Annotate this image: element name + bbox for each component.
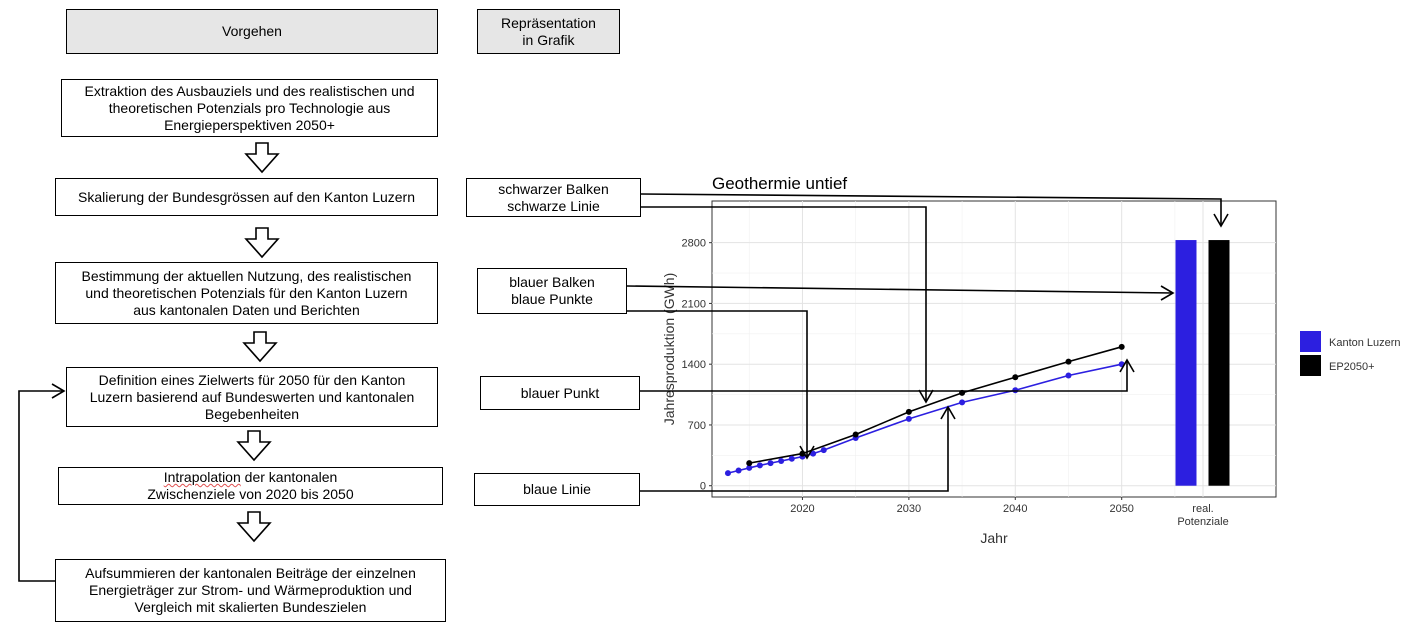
- x-tick-label-2020: 2020: [790, 503, 814, 515]
- arrow-blaue-linie: [640, 405, 956, 492]
- y-tick-label-2100: 2100: [682, 298, 706, 310]
- y-tick-label-0: 0: [700, 481, 706, 493]
- step-5-word-1: Intrapolation: [163, 469, 241, 485]
- flow-arrow-4: [236, 430, 272, 462]
- series-points: [724, 343, 1125, 477]
- flow-arrow-5: [236, 511, 272, 543]
- label-blauer-balken: blauer Balken blaue Punkte: [477, 268, 627, 314]
- data-point-kanton-luzern: [1065, 372, 1072, 379]
- x-tick-label-2040: 2040: [1003, 503, 1027, 515]
- data-point-kanton-luzern: [778, 457, 785, 464]
- arrow-blaue-punkte: [627, 310, 815, 460]
- label-blauer-punkt: blauer Punkt: [480, 376, 640, 410]
- bar-kanton-luzern: [1175, 240, 1197, 486]
- legend-key-0: [1300, 331, 1321, 352]
- data-point-kanton-luzern: [735, 467, 742, 474]
- y-tick-label-2800: 2800: [682, 238, 706, 250]
- data-point-kanton-luzern: [810, 450, 817, 457]
- data-point-kanton-luzern: [756, 462, 763, 469]
- data-point-kanton-luzern: [746, 464, 753, 471]
- x-category-label-line: Potenziale: [1177, 516, 1228, 528]
- step-4-box: Definition eines Zielwerts für 2050 für …: [66, 367, 438, 427]
- step-5-box: Intrapolation der kantonalen Zwischenzie…: [58, 467, 443, 505]
- bar-ep2050: [1208, 240, 1230, 486]
- data-point-kanton-luzern: [788, 455, 795, 462]
- y-tick-label-1400: 1400: [682, 359, 706, 371]
- data-point-ep2050: [1012, 374, 1019, 381]
- x-category-label-real-potenziale: real. Potenziale: [1177, 503, 1228, 528]
- header-repraesentation: Repräsentation in Grafik: [477, 9, 620, 54]
- step-3-box: Bestimmung der aktuellen Nutzung, des re…: [55, 262, 438, 324]
- chart-title: Geothermie untief: [712, 174, 848, 193]
- y-ticks: 0 700 1400 2100 2800: [682, 238, 712, 493]
- y-tick-label-700: 700: [688, 420, 706, 432]
- flow-arrow-1: [244, 142, 280, 174]
- flow-arrow-3: [242, 331, 278, 363]
- x-tick-label-2030: 2030: [897, 503, 921, 515]
- legend: Kanton Luzern EP2050+: [1300, 331, 1401, 376]
- legend-label-0: Kanton Luzern: [1329, 337, 1401, 349]
- label-blaue-linie: blaue Linie: [474, 473, 640, 506]
- data-point-ep2050: [1065, 358, 1072, 365]
- legend-key-1: [1300, 355, 1321, 376]
- data-point-ep2050: [1118, 343, 1125, 350]
- step-2-box: Skalierung der Bundesgrössen auf den Kan…: [55, 178, 438, 216]
- y-axis-title: Jahresproduktion (GWh): [661, 273, 677, 426]
- chart: 2020 2030 2040 2050 0 700 1400 2100 2800 real. P…: [661, 200, 1401, 546]
- data-point-ep2050: [852, 431, 859, 438]
- arrow-blauer-punkt: [640, 358, 1135, 392]
- data-point-ep2050: [746, 460, 753, 467]
- data-point-kanton-luzern: [767, 460, 774, 467]
- annotation-arrows: [626, 193, 1229, 492]
- arrow-schwarze-linie: [641, 206, 934, 404]
- step-6-box: Aufsummieren der kantonalen Beiträge der…: [55, 559, 446, 622]
- arrow-blauer-balken: [626, 285, 1175, 301]
- data-point-kanton-luzern: [820, 447, 827, 454]
- data-point-kanton-luzern: [959, 399, 966, 406]
- feedback-loop-arrow: [18, 383, 66, 582]
- step-5-line-2: Zwischenziele von 2020 bis 2050: [147, 486, 354, 502]
- x-category-label-line: real.: [1192, 503, 1213, 515]
- flow-arrow-2: [244, 227, 280, 259]
- step-5-line-1: Intrapolation der kantonalen: [164, 469, 338, 486]
- bars: [1175, 240, 1230, 486]
- label-schwarzer-balken: schwarzer Balken schwarze Linie: [466, 178, 641, 217]
- legend-label-1: EP2050+: [1329, 361, 1375, 373]
- x-tick-label-2050: 2050: [1109, 503, 1133, 515]
- header-vorgehen: Vorgehen: [66, 9, 438, 54]
- step-5-rest: der kantonalen: [240, 469, 338, 485]
- data-point-ep2050: [905, 408, 912, 415]
- data-point-kanton-luzern: [724, 470, 731, 477]
- data-point-kanton-luzern: [905, 415, 912, 422]
- x-axis-title: Jahr: [980, 530, 1008, 546]
- x-ticks: 2020 2030 2040 2050: [790, 497, 1134, 515]
- step-1-box: Extraktion des Ausbauziels und des reali…: [61, 79, 438, 137]
- arrow-schwarzer-balken: [640, 193, 1229, 228]
